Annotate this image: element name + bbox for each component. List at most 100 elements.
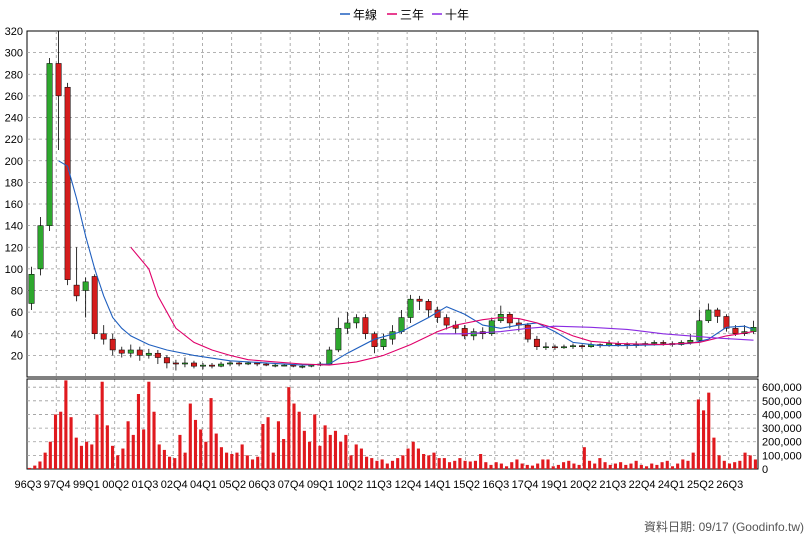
- volume-bar: [297, 411, 301, 469]
- volume-bar: [287, 387, 291, 469]
- volume-bar: [48, 441, 52, 469]
- candle-down: [416, 298, 423, 302]
- volume-bar: [256, 456, 260, 469]
- legend-label: 三年: [400, 8, 424, 22]
- volume-bar: [95, 414, 99, 469]
- y-tick-label: 160: [5, 199, 23, 211]
- candle-up: [281, 364, 288, 367]
- volume-bar: [193, 419, 198, 469]
- volume-bar: [318, 445, 322, 469]
- volume-bar: [562, 462, 566, 469]
- volume-bar: [178, 434, 182, 469]
- volume-bar: [28, 467, 32, 469]
- volume-bar: [603, 462, 607, 469]
- candle-up: [687, 339, 694, 343]
- y2-tick-label: 400,000: [762, 409, 802, 421]
- volume-bar: [147, 381, 151, 469]
- x-tick-label: 16Q3: [482, 479, 509, 491]
- volume-bar: [245, 455, 249, 469]
- candle-up: [335, 328, 342, 351]
- x-tick-label: 02Q4: [161, 479, 188, 491]
- x-tick-label: 20Q2: [570, 479, 597, 491]
- volume-bar: [188, 403, 192, 469]
- volume-bar: [753, 459, 757, 469]
- candle-down: [73, 284, 80, 297]
- x-tick-label: 09Q1: [307, 479, 334, 491]
- volume-bar: [624, 464, 628, 469]
- candle-up: [326, 349, 333, 365]
- volume-bar: [33, 465, 37, 469]
- candle-down: [533, 338, 540, 347]
- volume-bar: [359, 448, 363, 469]
- x-tick-label: 22Q4: [629, 479, 656, 491]
- volume-bar: [639, 464, 643, 469]
- candle-up: [28, 274, 35, 304]
- legend-label: 年線: [353, 7, 377, 22]
- y-tick-label: 300: [5, 48, 23, 60]
- legend-label: 十年: [445, 8, 469, 22]
- y2-tick-label: 0: [762, 464, 768, 476]
- volume-bar: [442, 458, 446, 469]
- volume-bar: [276, 421, 280, 469]
- candle-down: [461, 328, 468, 337]
- candle-up: [380, 338, 387, 347]
- source-footer: 資料日期: 09/17 (Goodinfo.tw): [644, 520, 804, 534]
- candle-up: [299, 365, 306, 368]
- volume-bar: [204, 441, 208, 469]
- candle-down: [118, 349, 125, 354]
- candle-down: [236, 362, 243, 365]
- volume-bar: [328, 434, 332, 469]
- volume-bar: [302, 430, 306, 469]
- volume-bar: [525, 464, 529, 469]
- candle-down: [714, 309, 721, 317]
- candle-down: [290, 364, 297, 367]
- volume-bar: [499, 463, 503, 469]
- x-tick-label: 00Q2: [102, 479, 129, 491]
- volume-bar: [676, 463, 680, 469]
- volume-bar: [505, 466, 509, 469]
- candle-up: [46, 63, 53, 226]
- volume-bar: [696, 399, 700, 469]
- candle-down: [154, 352, 161, 358]
- volume-bar: [598, 458, 602, 469]
- volume-bar: [282, 439, 286, 469]
- volume-bar: [572, 463, 576, 469]
- x-tick-label: 05Q2: [219, 479, 246, 491]
- candle-down: [136, 349, 143, 356]
- volume-bar: [541, 459, 545, 469]
- volume-bar: [90, 444, 94, 469]
- volume-bar: [717, 455, 721, 469]
- y2-tick-label: 100,000: [762, 450, 802, 462]
- volume-bar: [593, 463, 597, 469]
- volume-bar: [183, 452, 187, 469]
- candle-up: [145, 352, 152, 356]
- candle-down: [55, 63, 62, 97]
- x-tick-label: 15Q2: [453, 479, 480, 491]
- y2-tick-label: 200,000: [762, 437, 802, 449]
- volume-bar: [292, 403, 296, 469]
- volume-bar: [546, 459, 550, 469]
- x-tick-label: 24Q1: [658, 479, 685, 491]
- volume-bar: [416, 448, 420, 469]
- volume-bar: [344, 434, 348, 469]
- x-tick-label: 07Q4: [278, 479, 305, 491]
- y-tick-label: 40: [11, 329, 23, 341]
- candle-down: [660, 342, 667, 344]
- ma-line: [130, 246, 754, 366]
- volume-bar: [157, 444, 161, 469]
- volume-bar: [536, 463, 540, 469]
- volume-bar: [634, 460, 638, 469]
- volume-bar: [738, 460, 742, 469]
- volume-bar: [619, 462, 623, 469]
- y-tick-label: 200: [5, 156, 23, 168]
- volume-bar: [396, 458, 400, 469]
- volume-bar: [370, 458, 374, 469]
- volume-bar: [479, 454, 483, 469]
- volume-bar: [484, 462, 488, 469]
- x-tick-label: 26Q3: [716, 479, 743, 491]
- x-axis: 96Q3 97Q4 99Q1 00Q2 01Q3 02Q4 04Q1 05Q2 06Q3 07Q4…: [15, 479, 744, 491]
- volume-bar: [69, 417, 73, 469]
- candle-down: [172, 362, 179, 365]
